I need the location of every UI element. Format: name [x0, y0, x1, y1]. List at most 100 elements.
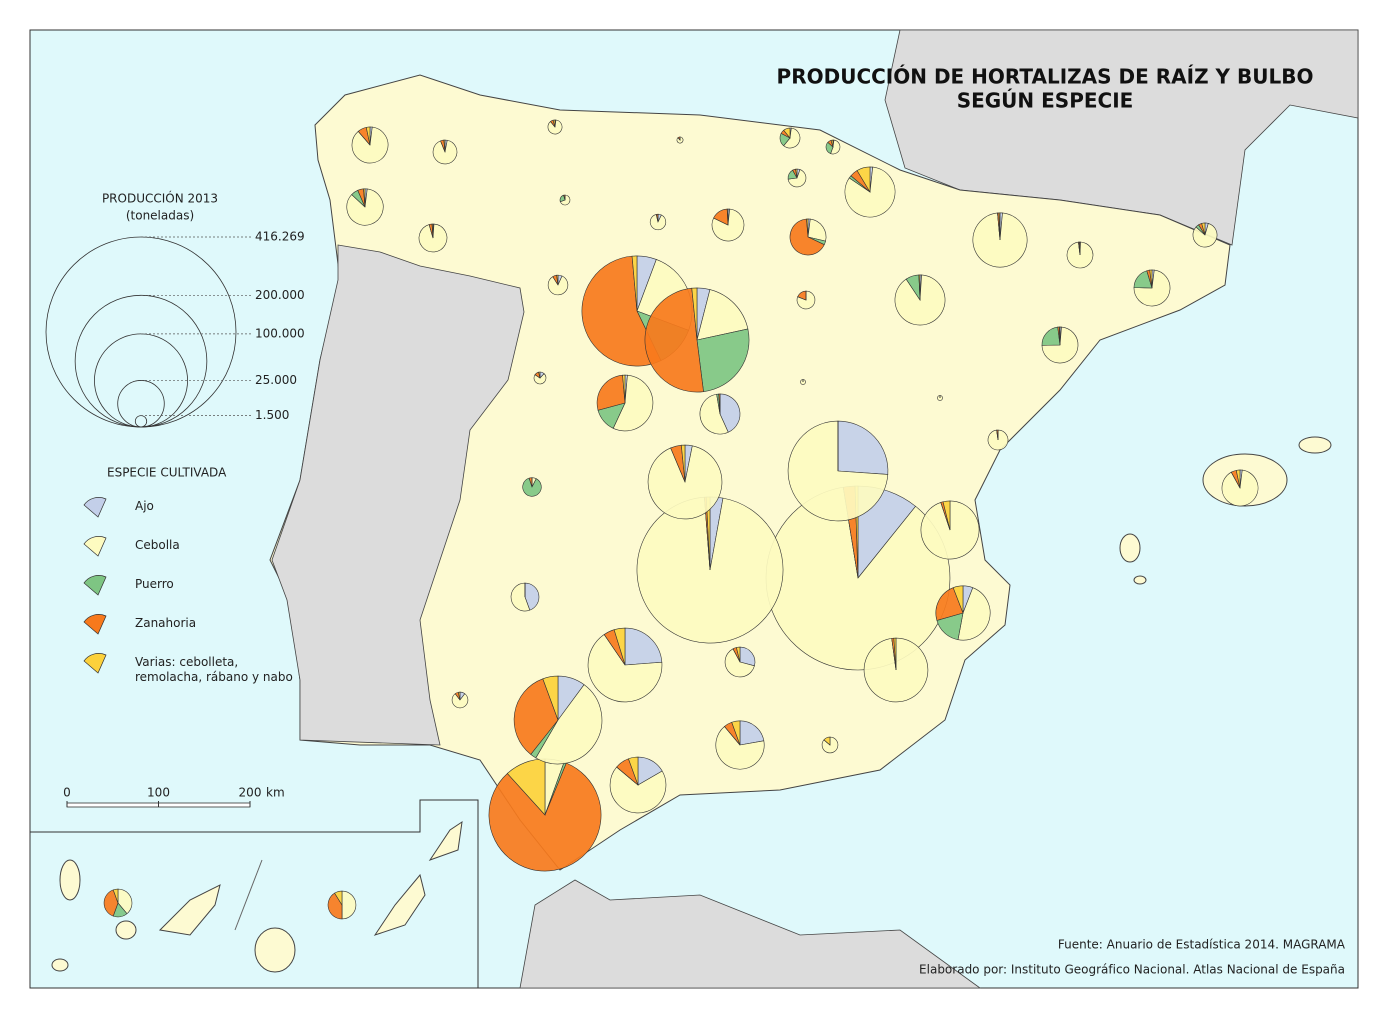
species-legend-label: Ajo: [135, 499, 154, 513]
pie-slice: [513, 678, 559, 755]
pie: [432, 139, 458, 165]
pie-slice: [830, 139, 834, 148]
pie: [894, 274, 946, 326]
pie-slice: [524, 582, 540, 611]
pie: [513, 675, 603, 765]
pie-slice: [696, 289, 749, 341]
pie: [715, 720, 765, 770]
canary-islands: [51, 820, 463, 973]
pie-slice: [624, 627, 663, 666]
pie: [559, 194, 571, 206]
pie-slice: [807, 218, 827, 242]
el-hierro: [51, 958, 69, 972]
inset-frame: [30, 799, 479, 988]
pie-slice: [457, 691, 461, 701]
pie-slice: [112, 888, 119, 904]
pie-slice: [647, 445, 723, 520]
pie: [711, 208, 745, 242]
pie-slice: [596, 374, 626, 411]
pie: [351, 126, 389, 164]
pie-slice: [649, 214, 667, 231]
pie: [488, 758, 602, 872]
pie-slice: [783, 127, 791, 139]
species-legend-title: ESPECIE CULTIVADA: [107, 466, 227, 480]
pie-slice: [432, 139, 458, 165]
pie-slice: [363, 188, 366, 208]
species-legend-label: Varias: cebolleta, remolacha, rábano y n…: [135, 655, 293, 684]
pie: [724, 646, 756, 678]
pie-slice: [719, 393, 741, 433]
pie-slice: [726, 208, 729, 226]
species-legend-label: Cebolla: [135, 538, 180, 552]
pie: [636, 496, 784, 644]
pie: [699, 393, 741, 435]
pie: [987, 429, 1009, 451]
pie: [587, 627, 663, 703]
pie-slice: [783, 127, 801, 149]
pie-slice: [696, 328, 750, 392]
pie-slice: [806, 218, 809, 238]
pie: [935, 585, 991, 641]
pie-slice: [431, 223, 434, 239]
pie-slice: [894, 274, 946, 326]
species-legend-label: Zanahoria: [135, 616, 197, 630]
pie-slice: [1149, 269, 1153, 289]
pie-slice: [581, 255, 662, 367]
pie: [644, 287, 750, 393]
title-line: SEGÚN ESPECIE: [957, 89, 1134, 113]
size-legend-title: PRODUCCIÓN 2013: [102, 191, 218, 206]
pie-slice: [736, 646, 741, 663]
species-legend-label: Puerro: [135, 577, 174, 591]
pie-slice: [622, 374, 626, 404]
pie-slice: [522, 477, 542, 497]
pie-slice: [765, 486, 951, 671]
pie-slice: [789, 218, 825, 256]
species-swatch: [83, 497, 107, 518]
pie: [522, 477, 542, 497]
pie: [1133, 269, 1171, 307]
pie: [533, 371, 547, 385]
pie-slice: [547, 275, 569, 296]
pie: [649, 213, 667, 231]
pie-slice: [893, 637, 897, 671]
ibiza: [1119, 533, 1141, 563]
source: Fuente: Anuario de Estadística 2014. MAG…: [1058, 938, 1346, 952]
pie: [1041, 326, 1079, 364]
pie: [510, 582, 540, 612]
size-legend-label: 25.000: [255, 373, 297, 387]
pie-slice: [1201, 222, 1206, 236]
pie: [547, 274, 569, 296]
pie-slice: [1235, 469, 1241, 489]
pie-slice: [1192, 223, 1218, 248]
pie-slice: [609, 766, 667, 814]
pie: [647, 444, 723, 520]
pie-slice: [739, 720, 765, 746]
pie-slice: [612, 374, 654, 432]
pie-slice: [628, 756, 639, 786]
pie-slice: [856, 166, 871, 194]
pie: [547, 119, 563, 135]
size-legend-label: 1.500: [255, 408, 289, 422]
pie-slice: [1058, 326, 1061, 346]
size-legend-label: 100.000: [255, 326, 305, 340]
pie-slice: [365, 126, 371, 146]
portugal: [271, 244, 525, 746]
size-legend-unit: (toneladas): [126, 209, 194, 223]
menorca: [1298, 436, 1332, 454]
fuerteventura: [373, 873, 426, 936]
pie-slice: [644, 287, 704, 393]
pie: [596, 374, 654, 432]
pie-slice: [972, 212, 1028, 268]
inset-divider: [234, 859, 263, 931]
pie: [863, 637, 929, 703]
scale-unit: km: [266, 786, 285, 800]
pie-slice: [731, 720, 741, 746]
pie: [796, 290, 816, 310]
pie: [800, 379, 806, 385]
la-palma: [59, 859, 81, 901]
gran-canaria: [254, 927, 296, 973]
pie-slice: [443, 139, 446, 153]
pie-slice: [117, 888, 133, 915]
